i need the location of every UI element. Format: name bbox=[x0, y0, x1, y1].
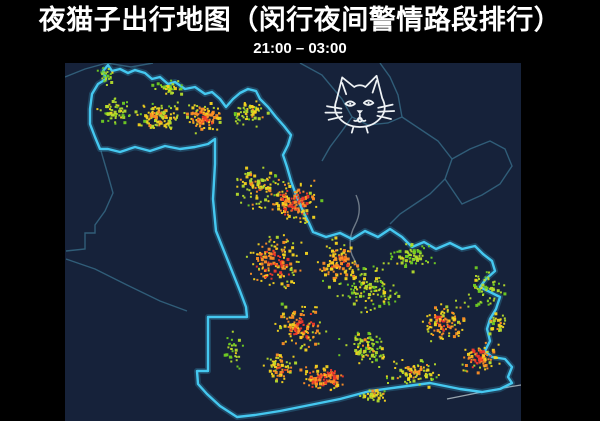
neighbor-border-line bbox=[65, 63, 154, 78]
neighbor-border-line bbox=[65, 150, 114, 252]
district-boundary bbox=[88, 63, 514, 419]
minhang-map-panel bbox=[65, 63, 521, 421]
cat-icon bbox=[324, 74, 396, 134]
heat-dots-layer bbox=[96, 67, 507, 403]
cat-inner-ear-right bbox=[371, 79, 378, 94]
neighbor-district-borders bbox=[65, 63, 513, 312]
time-range-subtitle: 21:00 – 03:00 bbox=[253, 40, 347, 57]
cat-head-outline bbox=[334, 74, 386, 128]
district-map bbox=[65, 63, 521, 420]
river-line bbox=[349, 194, 360, 269]
cat-mouth bbox=[353, 116, 367, 122]
cat-pupil-left bbox=[349, 102, 352, 105]
cat-nose bbox=[356, 110, 363, 115]
cat-whiskers-right bbox=[376, 103, 396, 120]
page-title: 夜猫子出行地图（闵行夜间警情路段排行） bbox=[38, 5, 562, 35]
cat-inner-ear-left bbox=[341, 82, 348, 96]
cat-neck bbox=[350, 126, 369, 134]
cat-eye-right bbox=[362, 99, 375, 106]
cat-eye-left bbox=[344, 100, 356, 107]
cat-whiskers-left bbox=[324, 105, 344, 121]
neighbor-border-line bbox=[444, 140, 513, 205]
neighbor-border-line bbox=[65, 258, 188, 312]
cat-pupil-right bbox=[367, 101, 370, 105]
neighbor-border-line bbox=[389, 116, 453, 225]
